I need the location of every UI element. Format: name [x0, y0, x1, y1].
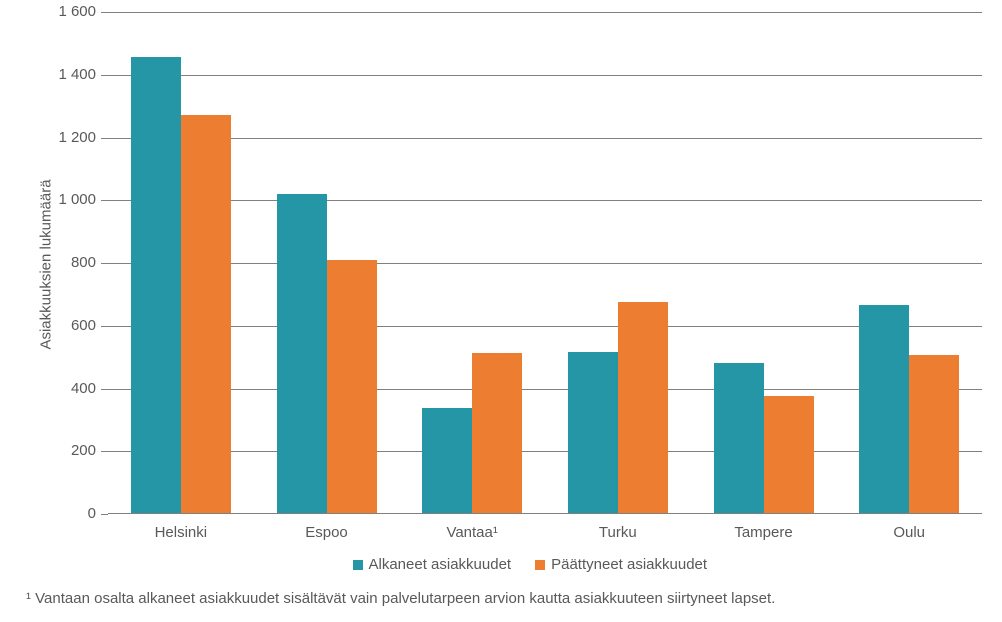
- legend: Alkaneet asiakkuudet Päättyneet asiakkuud…: [353, 556, 708, 573]
- bar-value-label: 805: [348, 262, 366, 289]
- legend-item: Päättyneet asiakkuudet: [535, 556, 707, 573]
- y-tick-label: 200: [71, 442, 96, 459]
- x-tick-label: Oulu: [893, 524, 925, 541]
- bar-value-label: 373: [785, 398, 803, 425]
- bar-group: 662 503: [859, 305, 959, 513]
- y-tick-mark: [101, 451, 108, 452]
- y-tick-label: 1 000: [58, 191, 96, 208]
- bar: 805: [327, 260, 377, 513]
- y-tick-mark: [101, 138, 108, 139]
- y-tick-mark: [101, 514, 108, 515]
- bar-value-label: 336: [444, 409, 462, 436]
- gridline: [108, 138, 982, 139]
- footnote: ¹ Vantaan osalta alkaneet asiakkuudet si…: [26, 590, 775, 607]
- bar: 503: [909, 355, 959, 513]
- bar-value-label: 1 018: [305, 197, 323, 237]
- y-tick-label: 1 200: [58, 129, 96, 146]
- bar: 373: [764, 396, 814, 513]
- x-tick-label: Tampere: [734, 524, 792, 541]
- bar: 1 267: [181, 115, 231, 513]
- chart-container: Asiakkuuksien lukumäärä 1 453 1 267 1 018 8…: [0, 0, 1002, 622]
- gridline: [108, 389, 982, 390]
- bar-group: 478 373: [714, 363, 814, 513]
- x-tick-label: Vantaa¹: [446, 524, 497, 541]
- legend-label: Alkaneet asiakkuudet: [369, 556, 512, 573]
- y-tick-label: 800: [71, 254, 96, 271]
- y-tick-label: 1 400: [58, 66, 96, 83]
- bar: 1 018: [277, 194, 327, 513]
- gridline: [108, 451, 982, 452]
- bar: 478: [714, 363, 764, 513]
- y-tick-label: 1 600: [58, 3, 96, 20]
- gridline: [108, 75, 982, 76]
- bar-group: 1 018 805: [277, 194, 377, 513]
- legend-swatch: [353, 560, 363, 570]
- y-axis-label: Asiakkuuksien lukumäärä: [38, 165, 55, 365]
- legend-swatch: [535, 560, 545, 570]
- bar-group: 1 453 1 267: [131, 57, 231, 513]
- bar-value-label: 674: [639, 303, 657, 330]
- y-tick-mark: [101, 12, 108, 13]
- plot-area: 1 453 1 267 1 018 805 336 511 513 674 478 373 662 5…: [108, 12, 982, 514]
- gridline: [108, 200, 982, 201]
- y-tick-mark: [101, 326, 108, 327]
- bar: 511: [472, 353, 522, 513]
- bar: 1 453: [131, 57, 181, 513]
- bar: 662: [859, 305, 909, 513]
- bar-value-label: 513: [589, 354, 607, 381]
- bar-value-label: 1 267: [209, 118, 227, 158]
- y-tick-mark: [101, 200, 108, 201]
- y-tick-mark: [101, 263, 108, 264]
- y-tick-label: 600: [71, 317, 96, 334]
- gridline: [108, 263, 982, 264]
- legend-item: Alkaneet asiakkuudet: [353, 556, 512, 573]
- bar-value-label: 1 453: [159, 60, 177, 100]
- bar: 513: [568, 352, 618, 513]
- y-tick-label: 0: [88, 505, 96, 522]
- legend-label: Päättyneet asiakkuudet: [551, 556, 707, 573]
- bar-group: 336 511: [422, 353, 522, 513]
- y-tick-mark: [101, 389, 108, 390]
- bar-value-label: 511: [493, 355, 511, 381]
- bar-group: 513 674: [568, 302, 668, 513]
- bar-value-label: 503: [931, 357, 949, 384]
- gridline: [108, 326, 982, 327]
- x-tick-label: Helsinki: [155, 524, 208, 541]
- y-tick-label: 400: [71, 380, 96, 397]
- bar-value-label: 662: [881, 307, 899, 334]
- x-tick-label: Turku: [599, 524, 637, 541]
- bar: 336: [422, 408, 472, 513]
- gridline: [108, 12, 982, 13]
- y-tick-mark: [101, 75, 108, 76]
- bar-value-label: 478: [735, 365, 753, 392]
- x-tick-label: Espoo: [305, 524, 348, 541]
- bar: 674: [618, 302, 668, 513]
